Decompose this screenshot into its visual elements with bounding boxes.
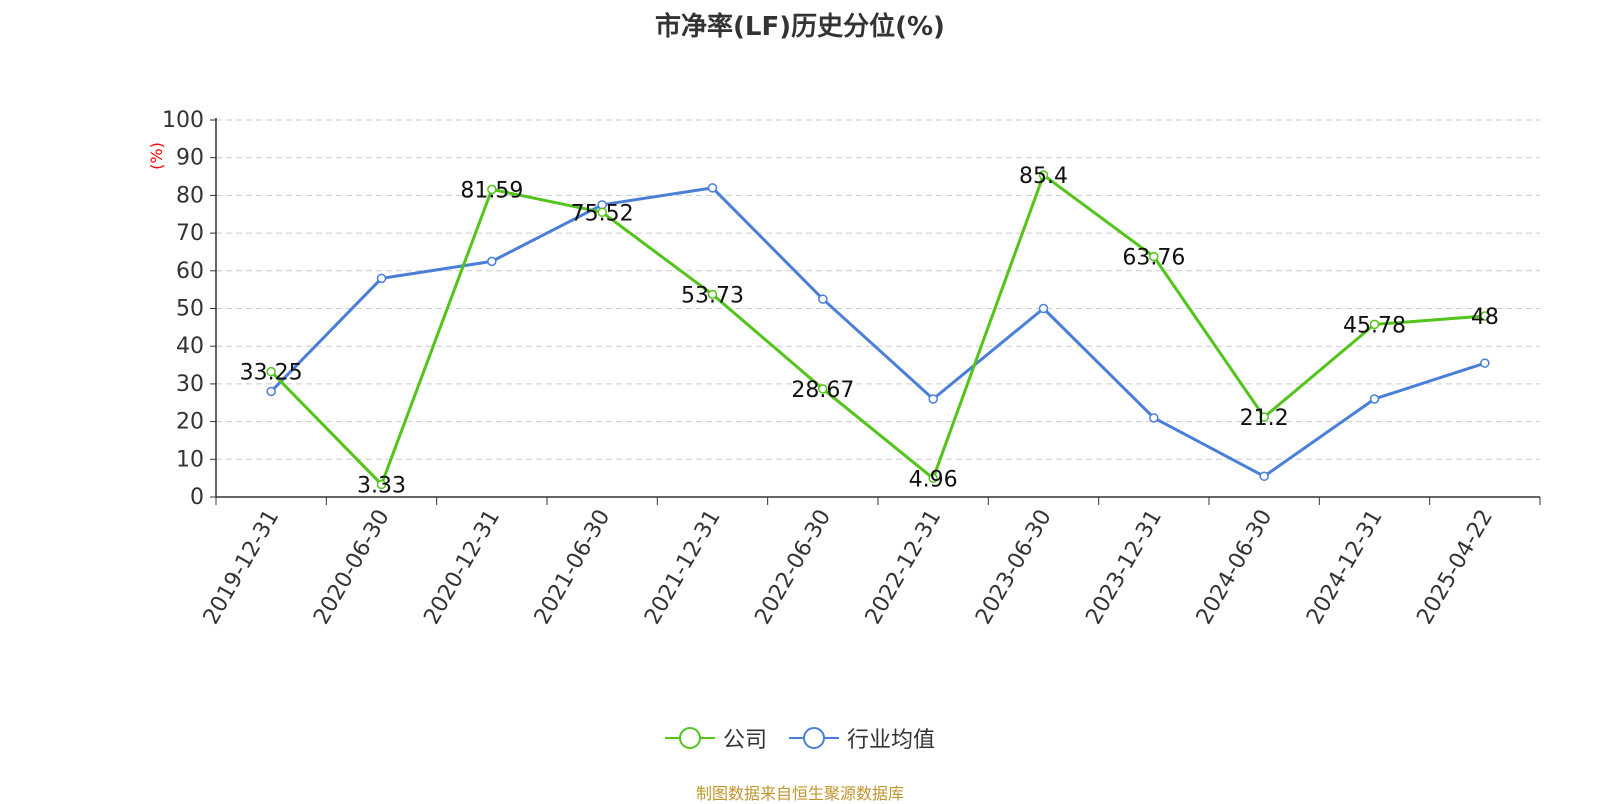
axes: 0 10 20 30 40 50 60 70 80 90 100 (%) 2019-12-31 2020-… [147, 108, 1541, 629]
x-tick-label: 2025-04-22 [1412, 506, 1498, 629]
data-point-company [597, 207, 607, 218]
y-tick-label: 80 [176, 183, 204, 208]
data-label-company: 45.78 [1343, 313, 1406, 338]
data-point-company [1369, 319, 1380, 330]
data-label-company: 28.67 [791, 378, 854, 403]
series [266, 170, 1490, 490]
data-point-industry [1149, 413, 1159, 423]
data-point-company [1038, 170, 1049, 180]
legend-item-company[interactable]: 公司 [664, 722, 767, 754]
chart-title: 市净率(LF)历史分位(%) [655, 12, 945, 42]
data-label-company: 63.76 [1122, 246, 1185, 271]
data-label-company: 3.33 [357, 473, 406, 498]
data-label-company: 81.59 [460, 178, 523, 203]
line-chart: 0 10 20 30 40 50 60 70 80 90 100 (%) 2019-12-31 2020-… [147, 108, 1541, 629]
data-point-company [487, 184, 497, 195]
data-point-industry [1259, 471, 1269, 482]
data-point-company [1259, 412, 1269, 422]
x-tick-label: 2020-12-31 [419, 506, 505, 629]
data-labels: 33.25 3.33 81.59 75.52 53.73 28.67 4.96 85.4 63.… [240, 164, 1499, 498]
data-label-company: 21.2 [1240, 406, 1289, 431]
legend-line-circle-icon [664, 727, 715, 749]
y-tick-label: 100 [162, 108, 204, 133]
data-point-company [1480, 311, 1490, 321]
legend-line-circle-icon [789, 727, 839, 749]
data-point-industry [707, 183, 718, 193]
data-point-industry [928, 394, 938, 404]
x-tick-label: 2024-06-30 [1192, 506, 1278, 629]
data-point-industry [1369, 394, 1380, 404]
grid-lines [216, 119, 1540, 460]
data-point-industry [487, 256, 497, 267]
y-tick-label: 40 [176, 334, 204, 359]
x-tick-label: 2020-06-30 [309, 506, 395, 629]
data-label-company: 4.96 [909, 467, 958, 492]
data-point-company [1149, 251, 1159, 262]
data-point-company [818, 384, 828, 394]
x-tick-label: 2022-06-30 [750, 506, 836, 629]
data-label-company: 33.25 [240, 361, 303, 386]
y-axis-title: (%) [147, 142, 166, 170]
y-tick-label: 0 [190, 485, 204, 510]
y-tick-label: 30 [176, 372, 204, 397]
data-point-industry [266, 386, 276, 397]
data-point-industry [1480, 358, 1490, 368]
data-point-company [707, 289, 718, 300]
legend: 公司 行业均值 [0, 722, 1600, 754]
data-label-company: 75.52 [571, 201, 634, 226]
data-label-company: 48 [1471, 305, 1499, 330]
x-tick-label: 2023-12-31 [1081, 506, 1167, 629]
source-note: 制图数据来自恒生聚源数据库 [695, 784, 904, 803]
y-tick-label: 10 [176, 447, 204, 472]
x-tick-label: 2021-06-30 [530, 506, 616, 629]
series-line-company [270, 173, 1485, 486]
legend-label-company: 公司 [722, 728, 767, 753]
data-label-company: 53.73 [681, 283, 744, 308]
y-tick-label: 50 [176, 297, 204, 322]
x-tick-label: 2023-06-30 [971, 506, 1057, 629]
data-point-company [376, 479, 387, 490]
x-tick-label: 2019-12-31 [199, 506, 285, 629]
legend-item-industry[interactable]: 行业均值 [789, 722, 935, 754]
data-point-industry [1038, 303, 1049, 314]
data-point-company [266, 366, 276, 377]
data-point-industry [376, 273, 387, 284]
data-point-industry [818, 294, 828, 304]
data-point-company [928, 473, 938, 484]
x-tick-label: 2021-12-31 [640, 506, 726, 629]
y-tick-label: 60 [176, 259, 204, 284]
data-label-company: 85.4 [1019, 164, 1068, 189]
legend-label-industry: 行业均值 [847, 728, 936, 753]
y-tick-label: 20 [176, 410, 204, 435]
x-tick-label: 2024-12-31 [1302, 506, 1388, 629]
series-line-industry [270, 186, 1486, 478]
y-tick-label: 70 [176, 221, 204, 246]
x-tick-label: 2022-12-31 [861, 506, 947, 629]
y-tick-label: 90 [176, 146, 204, 171]
